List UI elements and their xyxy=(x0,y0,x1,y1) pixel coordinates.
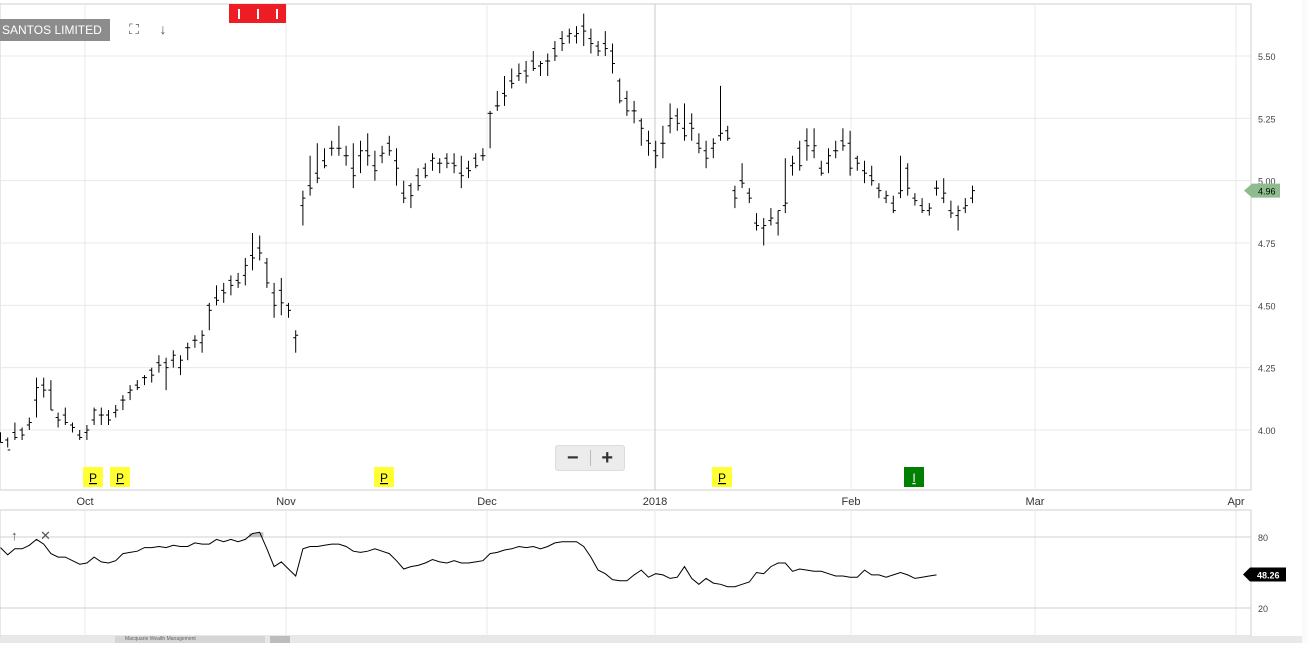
month-label: Feb xyxy=(842,496,861,508)
month-label: Nov xyxy=(276,496,296,508)
last-price-tag xyxy=(1244,183,1280,198)
price-tick-label: 4.00 xyxy=(1258,426,1276,436)
bottom-tab-secondary[interactable] xyxy=(270,636,290,643)
oscillator-last-value: 48.26 xyxy=(1257,571,1280,581)
zoom-in-button[interactable]: + xyxy=(601,447,614,469)
marker-label: P xyxy=(718,471,726,485)
oscillator-tick-label: 20 xyxy=(1258,604,1268,614)
price-tick-label: 5.00 xyxy=(1258,177,1276,187)
event-flags[interactable] xyxy=(229,4,286,23)
price-tick-label: 4.25 xyxy=(1258,364,1276,374)
month-label: Oct xyxy=(76,496,93,508)
close-icon: ✕ xyxy=(40,528,51,543)
overbought-shade xyxy=(256,532,264,537)
price-panel-frame xyxy=(0,3,1252,491)
price-marker xyxy=(712,467,732,487)
insider-marker xyxy=(904,467,924,487)
price-marker xyxy=(83,467,103,487)
zoom-divider xyxy=(589,450,591,466)
price-tick-label: 4.50 xyxy=(1258,301,1276,311)
oscillator-line xyxy=(0,531,937,588)
oscillator-value-tag xyxy=(1243,567,1286,582)
price-tick-label: 4.75 xyxy=(1258,239,1276,249)
month-label: Apr xyxy=(1227,496,1244,508)
right-edge-strip xyxy=(1302,0,1307,643)
month-label: Mar xyxy=(1026,496,1045,508)
zoom-control: − + xyxy=(555,445,625,471)
price-tick-label: 5.25 xyxy=(1258,114,1276,124)
marker-label: P xyxy=(116,471,124,485)
month-label: 2018 xyxy=(643,496,667,508)
marker-label: I xyxy=(912,471,915,485)
fullscreen-icon[interactable]: ⛶ xyxy=(129,21,139,37)
bottom-taskbar xyxy=(0,636,1302,643)
last-price-value: 4.96 xyxy=(1258,187,1276,197)
overbought-shade xyxy=(249,533,257,537)
oscillator-panel-frame xyxy=(0,509,1252,637)
marker-label: P xyxy=(89,471,97,485)
download-arrow-icon[interactable]: ↓ xyxy=(159,21,167,37)
price-marker xyxy=(374,467,394,487)
bottom-tab[interactable]: Macquarie Wealth Management xyxy=(115,636,265,643)
price-marker xyxy=(110,467,130,487)
oscillator-tick-label: 80 xyxy=(1258,533,1268,543)
price-tick-label: 5.50 xyxy=(1258,52,1276,62)
ticker-badge[interactable]: SANTOS LIMITED xyxy=(0,19,110,41)
zoom-out-button[interactable]: − xyxy=(566,447,579,469)
marker-label: P xyxy=(380,471,388,485)
month-label: Dec xyxy=(477,496,497,508)
arrow-up-icon: ↑ xyxy=(11,528,18,543)
